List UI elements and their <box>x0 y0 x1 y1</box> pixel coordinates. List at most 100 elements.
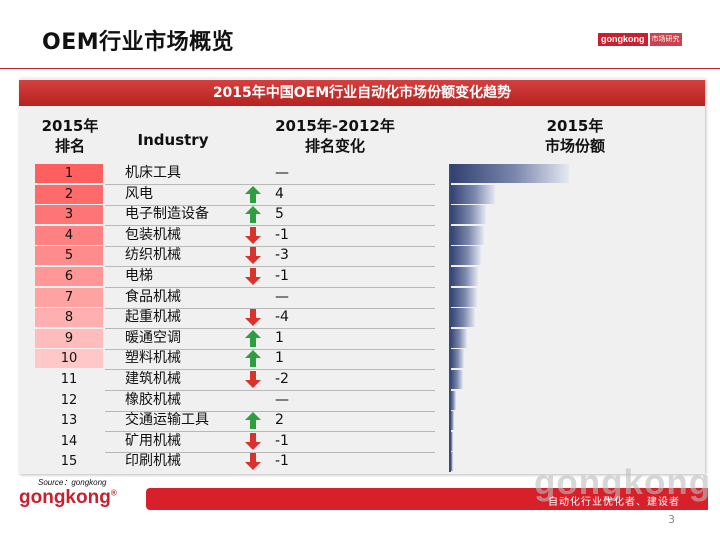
page-number: 3 <box>668 513 675 526</box>
industry-cell: 包装机械 <box>125 227 181 243</box>
watermark: gongkong <box>534 463 712 502</box>
header-rank: 2015年 排名 <box>41 117 99 155</box>
row-divider <box>105 184 435 185</box>
table-banner: 2015年中国OEM行业自动化市场份额变化趋势 <box>19 80 705 106</box>
rank-change-cell: 1 <box>275 330 284 346</box>
share-bar <box>450 432 453 451</box>
industry-cell: 建筑机械 <box>125 371 181 387</box>
industry-cell: 印刷机械 <box>125 453 181 469</box>
rank-change-cell: -3 <box>275 247 289 263</box>
industry-cell: 起重机械 <box>125 309 181 325</box>
rank-change-cell: -1 <box>275 433 289 449</box>
rank-cell: 7 <box>35 288 103 307</box>
arrow-up-icon <box>244 329 262 348</box>
arrow-down-icon <box>244 267 262 286</box>
rank-cell: 9 <box>35 329 103 348</box>
rank-cell: 6 <box>35 267 103 286</box>
row-divider <box>105 452 435 453</box>
share-bar <box>450 226 484 245</box>
rank-change-cell: 5 <box>275 206 284 222</box>
arrow-down-icon <box>244 432 262 451</box>
industry-cell: 风电 <box>125 186 153 202</box>
share-bar <box>450 164 569 183</box>
industry-cell: 交通运输工具 <box>125 412 209 428</box>
footer-logo: gongkong® <box>19 487 117 509</box>
table-panel <box>19 78 705 474</box>
share-bar <box>450 288 477 307</box>
header-industry: Industry <box>137 131 209 149</box>
rank-cell: 8 <box>35 308 103 327</box>
rank-cell: 13 <box>35 411 103 430</box>
industry-cell: 纺织机械 <box>125 247 181 263</box>
row-divider <box>105 369 435 370</box>
rank-cell: 11 <box>35 370 103 389</box>
share-bar <box>450 370 463 389</box>
share-bar <box>450 329 467 348</box>
footer-logo-mark: ® <box>110 488 117 498</box>
industry-cell: 机床工具 <box>125 165 181 181</box>
arrow-down-icon <box>244 308 262 327</box>
industry-cell: 橡胶机械 <box>125 392 181 408</box>
rank-cell: 4 <box>35 226 103 245</box>
share-axis-line <box>449 164 451 472</box>
rank-change-cell: 2 <box>275 412 284 428</box>
arrow-up-icon <box>244 205 262 224</box>
rank-cell: 2 <box>35 185 103 204</box>
arrow-up-icon <box>244 411 262 430</box>
rank-cell: 10 <box>35 349 103 368</box>
arrow-up-icon <box>244 349 262 368</box>
industry-cell: 塑料机械 <box>125 350 181 366</box>
rank-change-cell: -1 <box>275 268 289 284</box>
row-divider <box>105 246 435 247</box>
rank-change-cell: — <box>275 289 289 305</box>
rank-change-cell: 4 <box>275 186 284 202</box>
share-bar <box>450 205 486 224</box>
rank-change-cell: -2 <box>275 371 289 387</box>
share-bar <box>450 452 453 471</box>
share-bar <box>450 308 475 327</box>
arrow-up-icon <box>244 185 262 204</box>
arrow-down-icon <box>244 452 262 471</box>
rank-cell: 1 <box>35 164 103 183</box>
source-note: Source：gongkong <box>38 478 107 487</box>
row-divider <box>105 349 435 350</box>
rank-cell: 14 <box>35 432 103 451</box>
industry-cell: 电梯 <box>125 268 153 284</box>
industry-cell: 暖通空调 <box>125 330 181 346</box>
footer-bar <box>146 488 708 510</box>
rank-change-cell: -4 <box>275 309 289 325</box>
industry-cell: 食品机械 <box>125 289 181 305</box>
row-divider <box>105 266 435 267</box>
header-divider <box>0 68 720 69</box>
header-share: 2015年 市场份额 <box>544 117 605 155</box>
share-bar <box>450 246 481 265</box>
share-bar <box>450 349 464 368</box>
rank-change-cell: -1 <box>275 453 289 469</box>
row-divider <box>105 308 435 309</box>
rank-change-cell: — <box>275 165 289 181</box>
share-bar <box>450 185 495 204</box>
row-divider <box>105 431 435 432</box>
brand-logo: gongkong 市场研究 <box>598 33 682 46</box>
rank-cell: 5 <box>35 246 103 265</box>
row-divider <box>105 205 435 206</box>
arrow-down-icon <box>244 246 262 265</box>
rank-change-cell: 1 <box>275 350 284 366</box>
rank-cell: 3 <box>35 205 103 224</box>
footer-slogan: 自动化行业优化者、建设者 <box>548 497 680 508</box>
brand-logo-text: gongkong <box>598 33 648 46</box>
rank-cell: 15 <box>35 452 103 471</box>
rank-change-cell: -1 <box>275 227 289 243</box>
header-change: 2015年-2012年 排名变化 <box>275 117 395 155</box>
row-divider <box>105 328 435 329</box>
footer-logo-text: gongkong <box>19 487 111 508</box>
rank-change-cell: — <box>275 392 289 408</box>
page-title: OEM行业市场概览 <box>42 30 235 55</box>
industry-cell: 电子制造设备 <box>125 206 209 222</box>
rank-cell: 12 <box>35 391 103 410</box>
arrow-down-icon <box>244 370 262 389</box>
arrow-down-icon <box>244 226 262 245</box>
share-bar <box>450 411 454 430</box>
row-divider <box>105 225 435 226</box>
row-divider <box>105 390 435 391</box>
